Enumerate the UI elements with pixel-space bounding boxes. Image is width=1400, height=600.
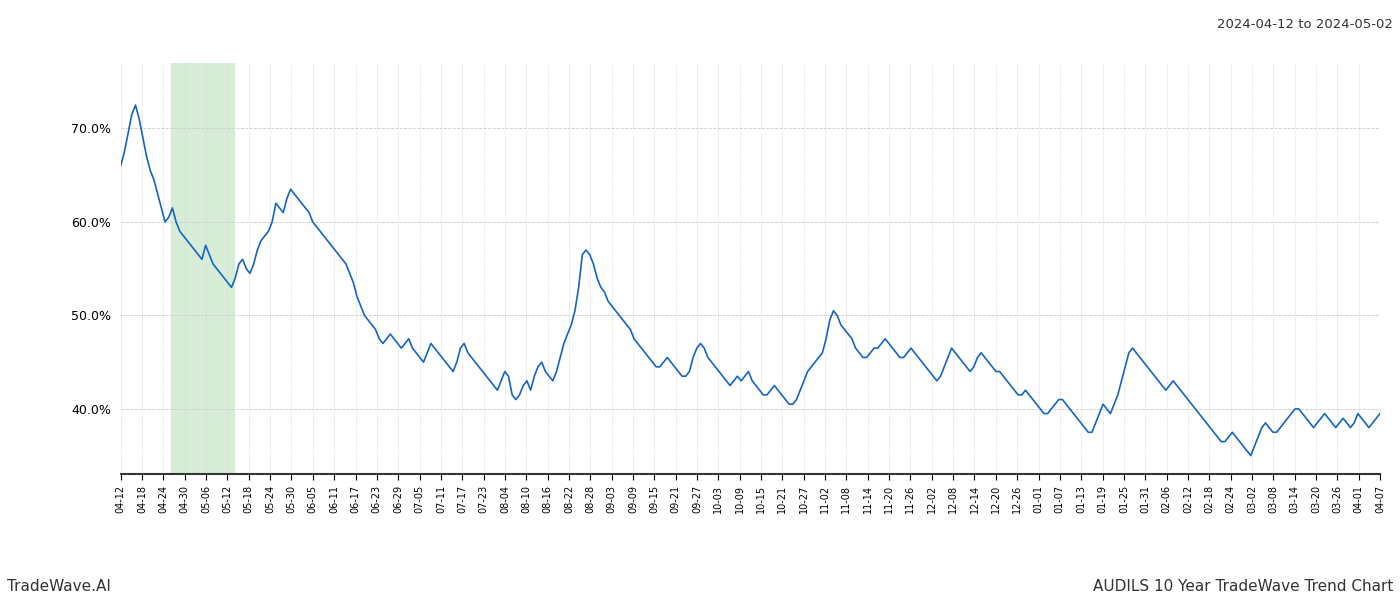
Text: TradeWave.AI: TradeWave.AI xyxy=(7,579,111,594)
Bar xyxy=(171,63,234,475)
Text: 2024-04-12 to 2024-05-02: 2024-04-12 to 2024-05-02 xyxy=(1217,18,1393,31)
Text: AUDILS 10 Year TradeWave Trend Chart: AUDILS 10 Year TradeWave Trend Chart xyxy=(1092,579,1393,594)
